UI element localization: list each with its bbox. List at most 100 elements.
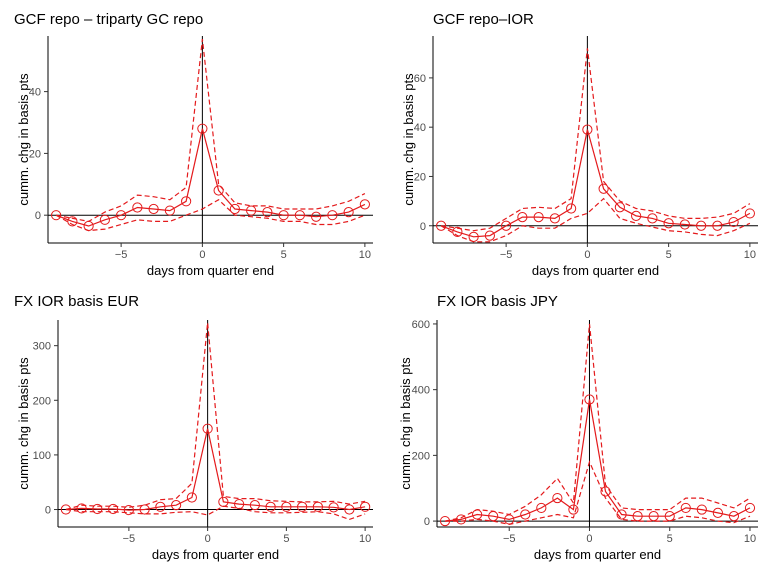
data-point-marker <box>281 501 292 512</box>
y-tick-label: 0 <box>45 505 51 517</box>
y-tick-label: 0 <box>35 210 41 222</box>
data-point-marker <box>552 492 563 504</box>
x-tick-label: −5 <box>503 533 516 545</box>
x-tick-label: −5 <box>500 249 513 261</box>
data-point-marker <box>744 502 756 514</box>
panel-title: GCF repo – triparty GC repo <box>14 11 203 28</box>
data-point-marker <box>202 423 213 434</box>
data-point-marker <box>67 216 78 227</box>
data-point-marker <box>262 207 273 218</box>
y-axis-label: cumm. chg in basis pts <box>16 357 31 490</box>
y-tick-label: 0 <box>424 516 430 528</box>
data-point-marker <box>327 210 338 221</box>
data-point-marker <box>164 205 175 216</box>
data-point-marker <box>712 507 723 518</box>
data-point-marker <box>132 202 143 213</box>
y-tick-label: 400 <box>412 385 430 397</box>
estimate-line <box>65 428 366 511</box>
upper-band-line <box>55 39 366 223</box>
y-tick-label: 300 <box>33 341 51 353</box>
y-axis-label: cumm. chg in basis pts <box>16 73 31 206</box>
data-point-marker <box>517 212 528 223</box>
y-tick-label: 200 <box>33 395 51 407</box>
x-tick-label: 0 <box>205 533 211 545</box>
data-point-marker <box>344 504 355 515</box>
data-point-marker <box>680 502 691 514</box>
data-point-marker <box>533 212 544 223</box>
panel-title: FX IOR basis EUR <box>14 293 139 310</box>
lower-band-line <box>440 197 751 243</box>
data-point-marker <box>647 213 658 224</box>
lower-band-line <box>55 198 366 232</box>
data-point-marker <box>155 501 166 512</box>
x-axis-label: days from quarter end <box>534 547 661 562</box>
y-tick-label: 20 <box>414 171 426 183</box>
data-point-marker <box>343 207 354 218</box>
data-point-marker <box>249 500 260 511</box>
data-point-marker <box>186 492 197 503</box>
y-tick-label: 100 <box>33 450 51 462</box>
data-point-marker <box>536 502 547 514</box>
panel-title: FX IOR basis JPY <box>437 293 558 310</box>
data-point-marker <box>213 185 224 196</box>
data-point-marker <box>484 230 495 241</box>
x-tick-label: −5 <box>123 533 136 545</box>
x-tick-label: 10 <box>359 249 371 261</box>
data-point-marker <box>294 210 305 221</box>
lower-band-line <box>65 505 366 521</box>
data-point-marker <box>568 504 579 515</box>
data-point-marker <box>60 504 71 515</box>
chart-panel-4: FX IOR basis JPY −5 0 5 10 0 200 400 600 days fro… <box>398 293 758 562</box>
y-tick-label: 200 <box>412 450 430 462</box>
estimate-line <box>55 128 366 227</box>
data-point-marker <box>648 511 659 522</box>
x-axis-label: days from quarter end <box>147 263 274 278</box>
y-tick-label: 40 <box>414 122 426 134</box>
data-point-marker <box>311 211 322 222</box>
data-point-marker <box>436 220 447 231</box>
data-point-marker <box>181 196 192 207</box>
data-point-marker <box>92 503 103 515</box>
panel-title: GCF repo–IOR <box>433 11 534 28</box>
data-point-marker <box>614 202 625 213</box>
data-point-marker <box>452 226 463 238</box>
data-point-marker <box>549 213 560 224</box>
x-tick-label: 10 <box>744 533 756 545</box>
chart-panel-2: GCF repo–IOR −5 0 5 10 0 20 40 60 days from quart… <box>401 11 758 278</box>
data-point-marker <box>520 509 531 520</box>
x-axis-label: days from quarter end <box>152 547 279 562</box>
x-tick-label: 5 <box>281 249 287 261</box>
chart-panel-1: GCF repo – triparty GC repo −5 0 5 10 0 20 40 da… <box>14 11 373 278</box>
y-axis-label: cumm. chg in basis pts <box>398 357 413 490</box>
data-point-marker <box>582 124 593 135</box>
data-point-marker <box>171 500 182 511</box>
x-tick-label: 0 <box>586 533 592 545</box>
data-point-marker <box>123 504 134 516</box>
data-point-marker <box>99 214 110 225</box>
x-tick-label: −5 <box>115 249 128 261</box>
data-point-marker <box>632 511 643 522</box>
x-tick-label: 5 <box>667 533 673 545</box>
data-point-marker <box>359 199 370 210</box>
estimate-line <box>444 399 751 522</box>
data-point-marker <box>265 501 276 512</box>
data-point-marker <box>108 503 119 515</box>
upper-band-line <box>444 323 751 522</box>
data-point-marker <box>679 219 690 230</box>
y-tick-label: 20 <box>29 148 41 160</box>
data-point-marker <box>51 210 62 221</box>
data-point-marker <box>664 511 675 522</box>
lower-band-line <box>445 460 751 526</box>
data-point-marker <box>566 203 577 214</box>
data-point-marker <box>116 210 127 221</box>
x-tick-label: 5 <box>283 533 289 545</box>
x-tick-label: 10 <box>359 533 371 545</box>
data-point-marker <box>501 220 512 231</box>
data-point-marker <box>246 205 257 216</box>
data-point-marker <box>598 183 609 194</box>
data-point-marker <box>148 203 159 215</box>
upper-band-line <box>65 322 366 511</box>
data-point-marker <box>728 511 740 522</box>
